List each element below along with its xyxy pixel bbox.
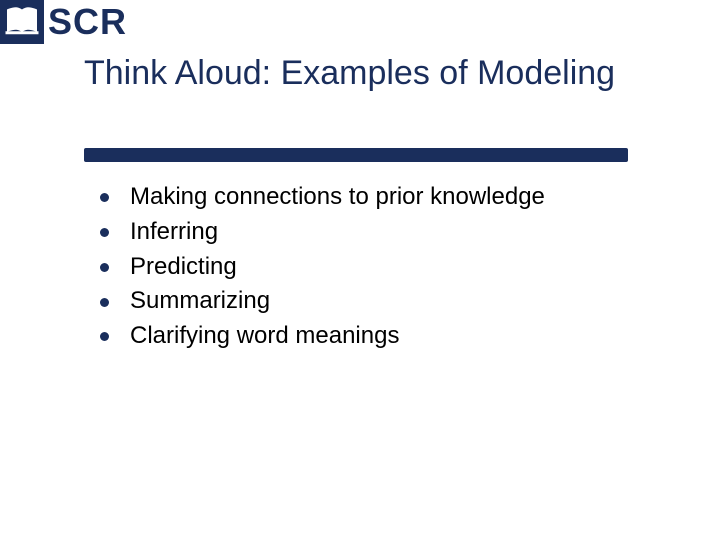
bullet-text: Predicting (130, 253, 237, 280)
accent-bar (84, 148, 628, 162)
list-item: Summarizing (100, 284, 680, 319)
title-block: Think Aloud: Examples of Modeling (84, 54, 680, 93)
bullet-text: Summarizing (130, 287, 270, 314)
list-item: Predicting (100, 250, 680, 285)
logo-bar: SCR (0, 0, 127, 44)
slide-title: Think Aloud: Examples of Modeling (84, 54, 680, 93)
list-item: Clarifying word meanings (100, 319, 680, 354)
logo-icon-container (0, 0, 44, 44)
bullet-list: Making connections to prior knowledge In… (100, 180, 680, 354)
bullet-text: Clarifying word meanings (130, 322, 399, 349)
bullet-text: Making connections to prior knowledge (130, 183, 545, 210)
bullet-text: Inferring (130, 218, 218, 245)
open-book-icon (4, 2, 40, 43)
logo-text: SCR (48, 0, 127, 44)
list-item: Inferring (100, 215, 680, 250)
list-item: Making connections to prior knowledge (100, 180, 680, 215)
